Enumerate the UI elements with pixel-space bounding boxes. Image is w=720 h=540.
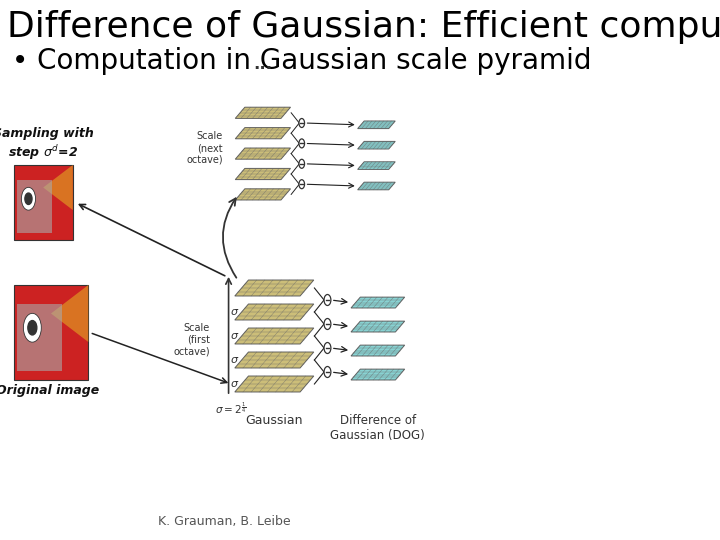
Polygon shape [235,107,291,118]
Polygon shape [358,162,395,170]
Circle shape [22,187,35,210]
Polygon shape [358,121,395,129]
Text: $\sigma$: $\sigma$ [230,355,239,365]
Polygon shape [351,297,405,308]
Polygon shape [351,369,405,380]
Polygon shape [235,352,314,368]
FancyBboxPatch shape [14,285,89,380]
Circle shape [28,321,37,335]
Polygon shape [235,376,314,392]
Polygon shape [43,165,73,210]
Text: Difference of
Gaussian (DOG): Difference of Gaussian (DOG) [330,414,426,442]
Text: Original image: Original image [0,384,99,397]
FancyBboxPatch shape [17,180,52,233]
Circle shape [324,367,331,377]
Text: • Computation in Gaussian scale pyramid: • Computation in Gaussian scale pyramid [12,47,592,75]
Circle shape [299,139,305,148]
Polygon shape [351,321,405,332]
Polygon shape [235,168,291,180]
Circle shape [324,294,331,306]
Text: Gaussian: Gaussian [246,414,303,427]
Polygon shape [235,148,291,159]
Circle shape [299,180,305,188]
Text: Sampling with
step $\sigma^d$=2: Sampling with step $\sigma^d$=2 [0,127,94,162]
Polygon shape [51,285,89,342]
Circle shape [324,319,331,329]
Polygon shape [358,141,395,149]
Circle shape [25,193,32,205]
Text: Scale
(first
octave): Scale (first octave) [174,323,210,356]
FancyBboxPatch shape [14,165,73,240]
Text: $\sigma$: $\sigma$ [230,307,239,317]
Text: Difference of Gaussian: Efficient computation: Difference of Gaussian: Efficient comput… [7,10,720,44]
Polygon shape [235,304,314,320]
Text: $\sigma = 2^{\frac{1}{4}}$: $\sigma = 2^{\frac{1}{4}}$ [215,400,247,416]
Polygon shape [351,345,405,356]
Circle shape [299,118,305,127]
Text: $\sigma$: $\sigma$ [230,379,239,389]
Text: ...: ... [253,55,272,73]
Text: $\sigma$: $\sigma$ [230,331,239,341]
Polygon shape [235,328,314,344]
FancyBboxPatch shape [17,304,62,370]
Circle shape [324,342,331,354]
Polygon shape [235,189,291,200]
Polygon shape [235,127,291,139]
Polygon shape [358,182,395,190]
Polygon shape [235,280,314,296]
Text: K. Grauman, B. Leibe: K. Grauman, B. Leibe [158,515,290,528]
Circle shape [299,159,305,168]
Circle shape [23,313,41,342]
Text: Scale
(next
octave): Scale (next octave) [186,131,222,165]
